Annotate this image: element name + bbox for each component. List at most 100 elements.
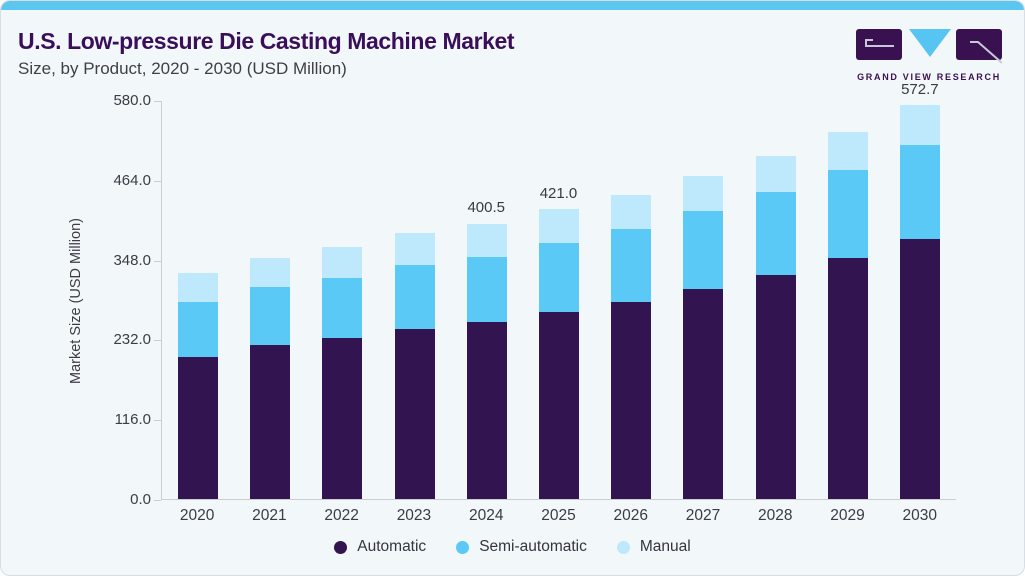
bar-segment-2024-manual: [466, 223, 507, 257]
bar-segment-2025-manual: [539, 209, 580, 244]
legend-dot-icon: [616, 540, 630, 554]
stacked-bar-2029: [827, 132, 868, 499]
bar-slot-2023: [379, 101, 451, 499]
bar-segment-2021-manual: [250, 257, 291, 288]
y-tick-mark: [154, 500, 161, 501]
stacked-bar-2022: [322, 247, 363, 499]
x-tick-label-2023: 2023: [396, 507, 432, 524]
bar-segment-2027-semi-automatic: [683, 210, 724, 289]
bar-segment-2027-automatic: [683, 288, 724, 499]
bar-slot-2024: [451, 101, 523, 499]
bar-segment-2024-semi-automatic: [466, 256, 507, 323]
grand-view-research-logo: GRAND VIEW RESEARCH: [856, 29, 1003, 82]
y-tick-mark: [154, 420, 161, 422]
bar-segment-2022-manual: [322, 247, 363, 279]
stacked-bar-2020: [178, 273, 219, 499]
bar-total-label-2025: 421.0: [539, 185, 578, 203]
bar-segment-2029-manual: [827, 132, 868, 171]
top-accent-strip: [1, 1, 1024, 10]
bar-segment-2022-automatic: [322, 338, 363, 499]
bar-slot-2021: [234, 101, 306, 499]
gvr-logo-icon: [856, 29, 1003, 64]
x-axis-labels: 2020 2021 2022 2023 2024 2025 2026 2027 2028 2029…: [161, 507, 956, 525]
bar-segment-2020-manual: [178, 273, 219, 303]
y-tick-label: 580.0: [113, 92, 151, 109]
stacked-bar-2028: [755, 155, 796, 499]
bar-segment-2025-semi-automatic: [539, 243, 580, 312]
legend-dot-icon: [456, 540, 470, 554]
x-tick-label-2027: 2027: [685, 507, 721, 524]
stacked-bar-2021: [250, 257, 291, 499]
x-tick-label-2021: 2021: [252, 507, 287, 524]
x-tick-label-2030: 2030: [902, 507, 938, 524]
bar-segment-2021-semi-automatic: [250, 287, 291, 345]
bar-segment-2021-automatic: [250, 344, 291, 499]
bar-slot-2020: [162, 101, 234, 499]
bar-segment-2029-semi-automatic: [827, 170, 868, 259]
stacked-bar-2030: [899, 105, 940, 499]
bar-segment-2020-automatic: [178, 357, 219, 499]
legend-item-automatic: Automatic: [334, 538, 426, 556]
y-tick-mark: [154, 260, 161, 262]
bar-slot-2028: [740, 101, 812, 499]
bar-segment-2025-automatic: [539, 311, 580, 499]
bar-segment-2026-manual: [611, 194, 652, 229]
stacked-bar-2027: [683, 175, 724, 499]
y-tick-label: 232.0: [113, 331, 151, 349]
y-axis-title: Market Size (USD Million): [68, 218, 84, 384]
legend-item-manual: Manual: [616, 538, 691, 556]
bar-slot-2022: [306, 101, 378, 499]
y-tick-mark: [154, 180, 161, 182]
bar-segment-2030-automatic: [899, 238, 940, 499]
stacked-bar-2024: [466, 223, 507, 499]
bar-segment-2028-manual: [755, 155, 796, 193]
bar-segment-2030-semi-automatic: [899, 144, 940, 239]
legend-item-semi-automatic: Semi-automatic: [456, 538, 587, 556]
y-tick-mark: [154, 101, 161, 102]
bar-total-label-2030: 572.7: [901, 81, 939, 99]
bar-segment-2030-manual: [899, 105, 940, 145]
page-title: U.S. Low-pressure Die Casting Machine Ma…: [18, 28, 515, 54]
y-tick-label: 0.0: [130, 491, 151, 508]
bar-total-label-2024: 400.5: [467, 199, 505, 217]
bar-segment-2026-semi-automatic: [611, 228, 652, 302]
x-tick-label-2029: 2029: [830, 507, 865, 524]
bar-segment-2029-automatic: [827, 258, 868, 499]
bar-segment-2022-semi-automatic: [322, 278, 363, 339]
x-tick-label-2024: 2024: [468, 507, 504, 524]
bar-segment-2024-automatic: [466, 322, 507, 499]
y-tick-label: 116.0: [114, 411, 151, 429]
legend-label: Automatic: [357, 538, 427, 555]
bar-slot-2029: [812, 101, 884, 499]
bar-segment-2026-automatic: [611, 301, 652, 499]
bar-segment-2023-semi-automatic: [394, 265, 435, 330]
x-tick-label-2025: 2025: [541, 507, 576, 524]
stacked-bar-2026: [611, 194, 652, 499]
bar-segment-2028-automatic: [755, 275, 796, 499]
bar-slot-2025: [523, 101, 595, 499]
gvr-logo-text: GRAND VIEW RESEARCH: [857, 72, 1001, 82]
y-tick-mark: [154, 340, 161, 342]
bar-slot-2027: [667, 101, 739, 499]
y-tick-label: 464.0: [113, 171, 151, 189]
x-tick-label-2026: 2026: [613, 507, 648, 524]
bar-slot-2026: [595, 101, 667, 499]
x-tick-label-2028: 2028: [758, 507, 793, 524]
legend-label: Semi-automatic: [479, 538, 587, 555]
bar-segment-2023-manual: [394, 233, 435, 266]
page-subtitle: Size, by Product, 2020 - 2030 (USD Milli…: [18, 59, 347, 78]
x-tick-label-2022: 2022: [324, 507, 359, 524]
stacked-bar-2025: [539, 209, 580, 499]
bar-segment-2027-manual: [683, 175, 724, 211]
bar-segment-2028-semi-automatic: [755, 192, 796, 276]
chart-legend: Automatic Semi-automatic Manual: [1, 538, 1024, 556]
legend-label: Manual: [639, 538, 691, 555]
bar-segment-2023-automatic: [394, 329, 435, 499]
x-tick-label-2020: 2020: [179, 507, 215, 524]
plot-area: [161, 101, 956, 500]
bar-slot-2030: [884, 101, 956, 499]
bar-segment-2020-semi-automatic: [178, 302, 219, 358]
legend-dot-icon: [334, 540, 348, 554]
y-tick-label: 348.0: [113, 251, 151, 269]
